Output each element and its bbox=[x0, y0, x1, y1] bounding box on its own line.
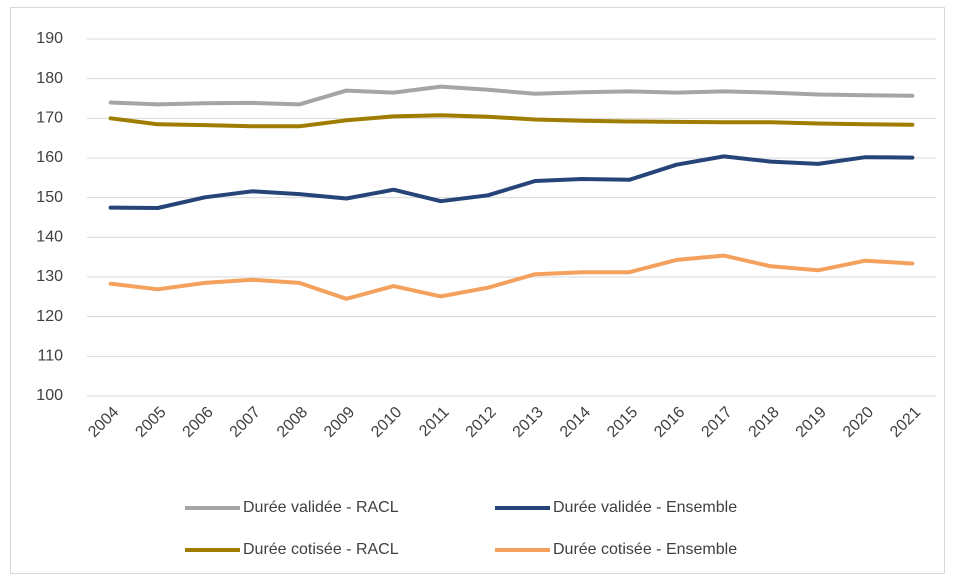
y-tick-label: 100 bbox=[36, 387, 63, 404]
y-tick-label: 170 bbox=[36, 110, 63, 127]
legend-label: Durée cotisée - RACL bbox=[243, 541, 399, 558]
series-line bbox=[108, 84, 915, 107]
series-line bbox=[108, 113, 915, 129]
y-tick-label: 150 bbox=[36, 189, 63, 206]
y-tick-label: 190 bbox=[36, 30, 63, 47]
y-tick-label: 140 bbox=[36, 229, 63, 246]
series-line bbox=[108, 253, 915, 301]
legend-label: Durée cotisée - Ensemble bbox=[553, 541, 737, 558]
legend-label: Durée validée - Ensemble bbox=[553, 499, 737, 516]
y-tick-label: 160 bbox=[36, 149, 63, 166]
y-tick-label: 180 bbox=[36, 70, 63, 87]
series-line bbox=[108, 154, 915, 210]
y-tick-label: 130 bbox=[36, 268, 63, 285]
y-tick-label: 120 bbox=[36, 308, 63, 325]
legend-label: Durée validée - RACL bbox=[243, 499, 399, 516]
y-tick-label: 110 bbox=[37, 348, 63, 365]
